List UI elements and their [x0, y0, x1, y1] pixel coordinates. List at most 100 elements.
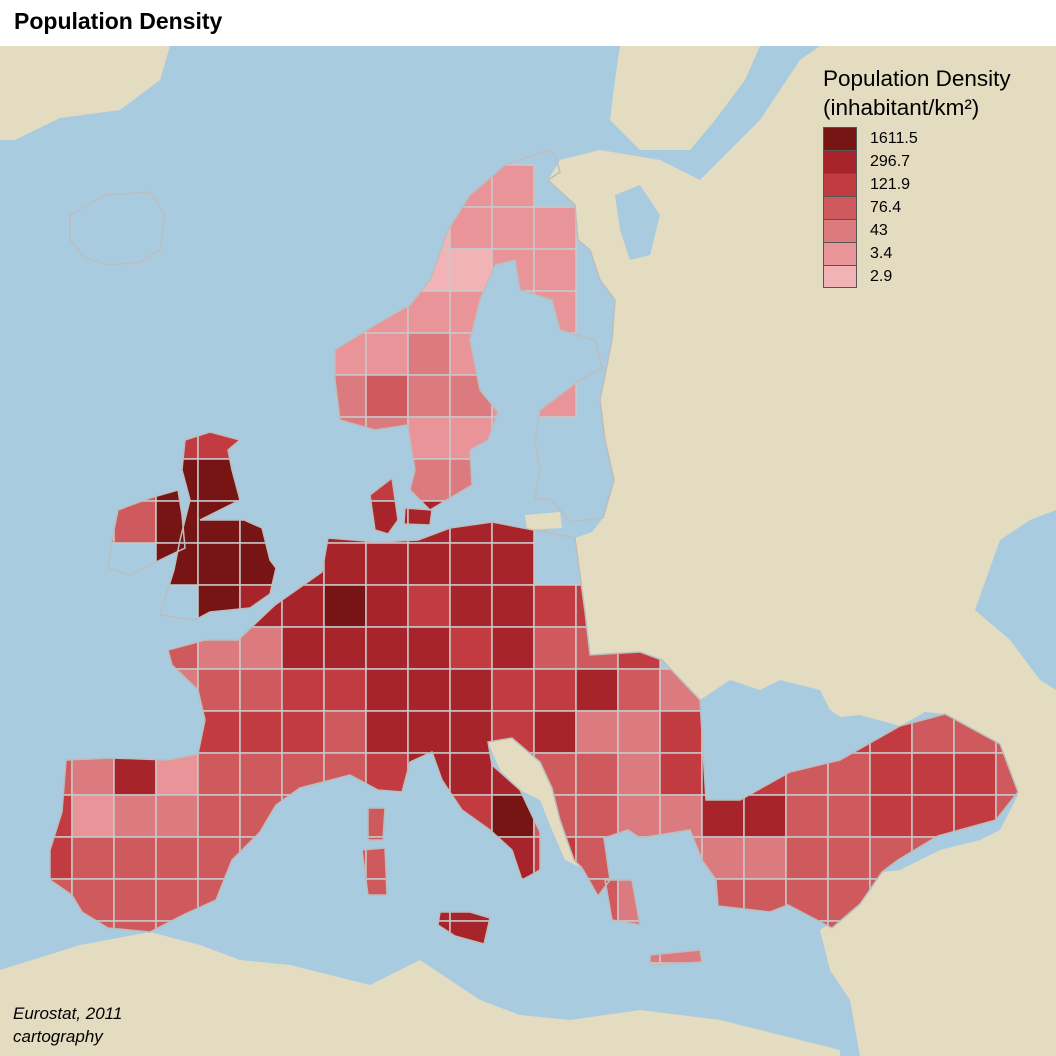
density-cell — [491, 668, 535, 712]
density-cell — [743, 836, 787, 880]
legend-label: 1611.5 — [870, 129, 918, 147]
source-line1: Eurostat, 2011 — [13, 1004, 123, 1023]
density-cell — [869, 752, 913, 796]
legend-swatch — [823, 219, 857, 242]
density-cell — [113, 878, 157, 922]
density-cell — [239, 668, 283, 712]
legend-item: 121.9 — [823, 173, 1043, 196]
legend-swatch — [823, 242, 857, 265]
density-cell — [701, 794, 745, 838]
legend-items: 1611.5 296.7 121.9 76.4 43 3.4 2.9 — [823, 127, 1043, 288]
density-cell — [533, 710, 577, 754]
map-canvas — [0, 46, 1056, 1056]
density-cell — [449, 542, 493, 586]
density-cell — [575, 668, 619, 712]
density-cell — [71, 836, 115, 880]
land-kaliningrad — [525, 512, 562, 530]
density-cell — [155, 794, 199, 838]
country-border — [334, 149, 616, 523]
density-cell — [365, 584, 409, 628]
density-cell — [659, 752, 703, 796]
density-cell — [617, 710, 661, 754]
density-cell — [407, 332, 451, 376]
legend-label: 76.4 — [870, 198, 902, 216]
density-cell — [491, 584, 535, 628]
legend-swatch — [823, 173, 857, 196]
land-north-africa — [0, 932, 840, 1056]
density-cell — [491, 206, 535, 250]
density-cell — [281, 668, 325, 712]
land-russia — [548, 46, 1056, 1056]
density-cell — [113, 836, 157, 880]
legend-swatch — [823, 127, 857, 150]
density-cell — [533, 584, 577, 628]
legend-item: 3.4 — [823, 242, 1043, 265]
density-cell — [827, 836, 871, 880]
source-line2: cartography — [13, 1027, 103, 1046]
density-cell — [491, 164, 535, 208]
density-cell — [449, 584, 493, 628]
density-cell — [71, 794, 115, 838]
density-cell — [323, 542, 367, 586]
legend-item: 76.4 — [823, 196, 1043, 219]
density-cell — [323, 584, 367, 628]
country-border — [367, 807, 386, 841]
density-cell — [491, 542, 535, 586]
land-greenland — [0, 46, 170, 140]
density-cell — [449, 752, 493, 796]
density-cell — [281, 710, 325, 754]
density-cell — [449, 248, 493, 292]
density-cell — [911, 794, 955, 838]
density-cell — [323, 626, 367, 670]
density-cell — [449, 668, 493, 712]
density-cell — [323, 668, 367, 712]
legend-label: 43 — [870, 221, 888, 239]
legend: Population Density (inhabitant/km²) 1611… — [823, 64, 1043, 288]
density-cell — [407, 584, 451, 628]
map-title: Population Density — [14, 8, 223, 34]
legend-item: 43 — [823, 219, 1043, 242]
country-border — [49, 521, 1019, 933]
legend-label: 2.9 — [870, 267, 893, 285]
density-cell — [365, 332, 409, 376]
density-cell — [785, 836, 829, 880]
density-cell — [197, 794, 241, 838]
density-cell — [407, 374, 451, 418]
country-border — [604, 879, 641, 926]
density-cell — [281, 626, 325, 670]
density-cell — [575, 794, 619, 838]
country-border — [159, 431, 277, 621]
density-cell — [239, 626, 283, 670]
density-cell — [113, 794, 157, 838]
land-middle-east — [820, 830, 1000, 1056]
eu-outline — [49, 149, 1019, 966]
density-cell — [533, 248, 577, 292]
legend-label: 121.9 — [870, 175, 911, 193]
country-border — [107, 489, 186, 576]
density-cell — [785, 794, 829, 838]
legend-item: 2.9 — [823, 265, 1043, 288]
density-cell — [533, 206, 577, 250]
density-cell — [575, 752, 619, 796]
country-border — [403, 507, 433, 526]
density-cell — [869, 794, 913, 838]
land-russia-lakes — [615, 185, 660, 260]
density-cell — [449, 626, 493, 670]
legend-title-line2: (inhabitant/km²) — [823, 95, 980, 120]
density-cell — [953, 752, 997, 796]
density-cell — [365, 710, 409, 754]
density-cell — [407, 542, 451, 586]
density-cell — [449, 710, 493, 754]
density-cell — [407, 710, 451, 754]
legend-swatch — [823, 196, 857, 219]
density-cell — [407, 668, 451, 712]
density-cell — [365, 374, 409, 418]
density-cell — [827, 794, 871, 838]
density-cell — [197, 752, 241, 796]
density-cell — [743, 794, 787, 838]
legend-label: 3.4 — [870, 244, 893, 262]
density-cell — [365, 626, 409, 670]
density-cell — [617, 752, 661, 796]
density-cell — [617, 668, 661, 712]
land-scandinavia-north — [610, 46, 760, 150]
